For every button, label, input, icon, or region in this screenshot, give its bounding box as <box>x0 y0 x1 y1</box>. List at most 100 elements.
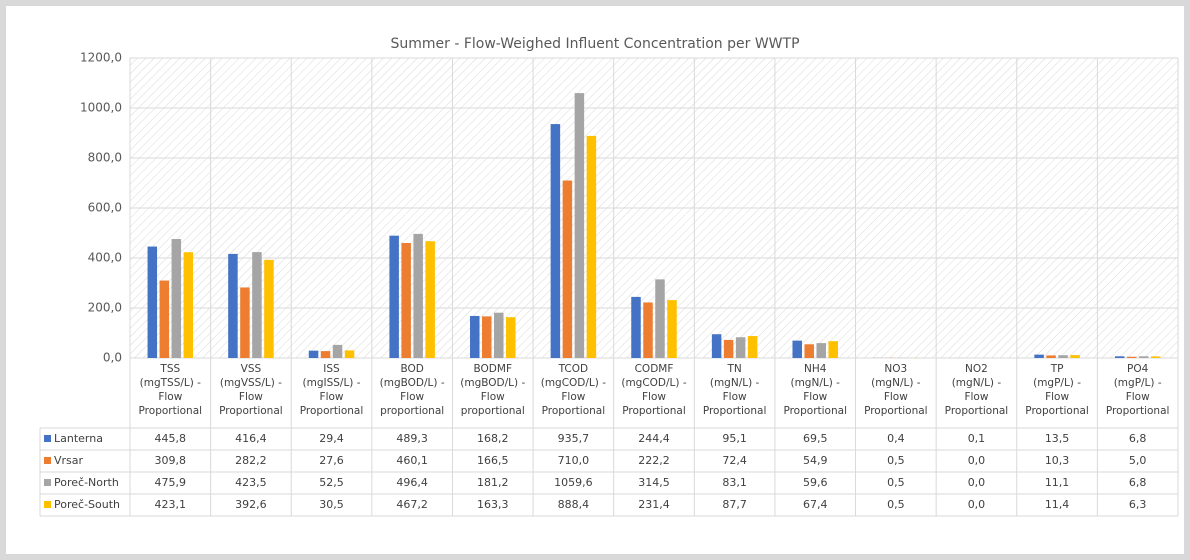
bar <box>792 340 802 358</box>
bar <box>816 343 826 358</box>
table-cell: 314,5 <box>638 476 670 489</box>
table-cell: 6,8 <box>1128 476 1147 489</box>
bar <box>389 235 399 358</box>
legend-swatch <box>44 479 51 486</box>
bar <box>574 93 585 358</box>
y-tick-label: 0,0 <box>103 351 122 365</box>
table-cell: 416,4 <box>235 432 267 445</box>
legend-label: Poreč-South <box>54 498 121 511</box>
x-tick-label: TCOD (mgCOD/L) - Flow Proportional <box>540 363 607 417</box>
table-cell: 423,5 <box>235 476 267 489</box>
table-cell: 423,1 <box>154 498 187 511</box>
table-cell: 0,1 <box>967 432 986 445</box>
table-cell: 445,8 <box>154 432 187 445</box>
bar <box>344 350 355 358</box>
x-tick-label: BOD (mgBOD/L) - Flow proportional <box>379 363 445 417</box>
legend-swatch <box>44 457 51 464</box>
legend-entry: Vrsar <box>41 450 129 472</box>
bar <box>320 351 331 358</box>
legend-entry: Poreč-North <box>41 472 129 494</box>
legend-swatch <box>44 435 51 442</box>
bar <box>171 239 182 358</box>
table-cell: 87,7 <box>722 498 747 511</box>
table-cell: 67,4 <box>802 498 828 511</box>
table-cell: 13,5 <box>1044 432 1070 445</box>
table-cell: 83,1 <box>722 476 747 489</box>
table-cell: 460,1 <box>396 454 428 467</box>
bar <box>828 341 838 358</box>
bar <box>413 233 423 358</box>
legend-label: Lanterna <box>54 432 103 445</box>
bar <box>804 344 814 358</box>
x-tick-label: VSS (mgVSS/L) - Flow Proportional <box>219 363 283 417</box>
bar <box>1058 355 1068 358</box>
table-cell: 244,4 <box>638 432 670 445</box>
table-cell: 231,4 <box>638 498 670 511</box>
bar <box>506 317 516 358</box>
table-cell: 309,8 <box>154 454 187 467</box>
table-cell: 0,0 <box>967 476 986 489</box>
bar <box>470 315 480 358</box>
bar <box>332 344 343 358</box>
legend-label: Poreč-North <box>54 476 119 489</box>
bar <box>1126 356 1137 358</box>
table-cell: 888,4 <box>557 498 590 511</box>
table-cell: 0,0 <box>967 498 986 511</box>
bar <box>228 253 238 358</box>
table-cell: 0,5 <box>887 476 905 489</box>
bar <box>1034 354 1044 358</box>
table-cell: 0,0 <box>967 454 986 467</box>
bar <box>1138 356 1149 358</box>
table-cell: 935,7 <box>557 432 590 445</box>
bar <box>562 180 573 358</box>
x-tick-label: NH4 (mgN/L) - Flow Proportional <box>783 363 847 417</box>
bar <box>643 302 653 358</box>
bar <box>183 252 194 358</box>
x-tick-label: ISS (mgISS/L) - Flow Proportional <box>299 363 364 417</box>
table-cell: 0,5 <box>887 498 905 511</box>
bar <box>425 241 435 358</box>
bar <box>240 287 250 358</box>
bar <box>1070 355 1080 358</box>
table-cell: 489,3 <box>396 432 428 445</box>
bar <box>1114 356 1125 358</box>
x-tick-label: NO2 (mgN/L) - Flow Proportional <box>944 363 1009 417</box>
bar <box>550 124 561 358</box>
table-cell: 496,4 <box>396 476 428 489</box>
table-cell: 0,5 <box>887 454 905 467</box>
bar <box>667 300 677 358</box>
bar <box>264 259 274 358</box>
bar <box>631 296 641 358</box>
chart-title: Summer - Flow-Weighed Influent Concentra… <box>390 36 799 52</box>
table-cell: 163,3 <box>477 498 509 511</box>
bar <box>747 336 758 358</box>
legend-entry: Lanterna <box>41 428 129 450</box>
table-cell: 392,6 <box>235 498 267 511</box>
bar <box>482 316 492 358</box>
table-cell: 166,5 <box>477 454 509 467</box>
x-tick-label: TSS (mgTSS/L) - Flow Proportional <box>138 363 203 417</box>
bar <box>308 350 319 358</box>
table-cell: 29,4 <box>319 432 344 445</box>
legend-entry: Poreč-South <box>41 494 129 516</box>
table-cell: 27,6 <box>319 454 344 467</box>
bar <box>147 246 158 358</box>
table-cell: 59,6 <box>802 476 828 489</box>
table-cell: 181,2 <box>477 476 509 489</box>
table-cell: 72,4 <box>722 454 747 467</box>
y-tick-label: 800,0 <box>88 151 122 165</box>
table-cell: 11,1 <box>1044 476 1070 489</box>
bar <box>655 279 665 358</box>
table-cell: 6,8 <box>1128 432 1147 445</box>
table-cell: 54,9 <box>802 454 828 467</box>
table-cell: 168,2 <box>477 432 509 445</box>
table-cell: 1059,6 <box>554 476 593 489</box>
bar <box>586 135 597 358</box>
table-cell: 10,3 <box>1044 454 1070 467</box>
y-tick-label: 600,0 <box>88 201 122 215</box>
x-tick-label: CODMF (mgCOD/L) - Flow Proportional <box>621 363 687 417</box>
table-cell: 11,4 <box>1044 498 1070 511</box>
bar <box>159 280 170 358</box>
